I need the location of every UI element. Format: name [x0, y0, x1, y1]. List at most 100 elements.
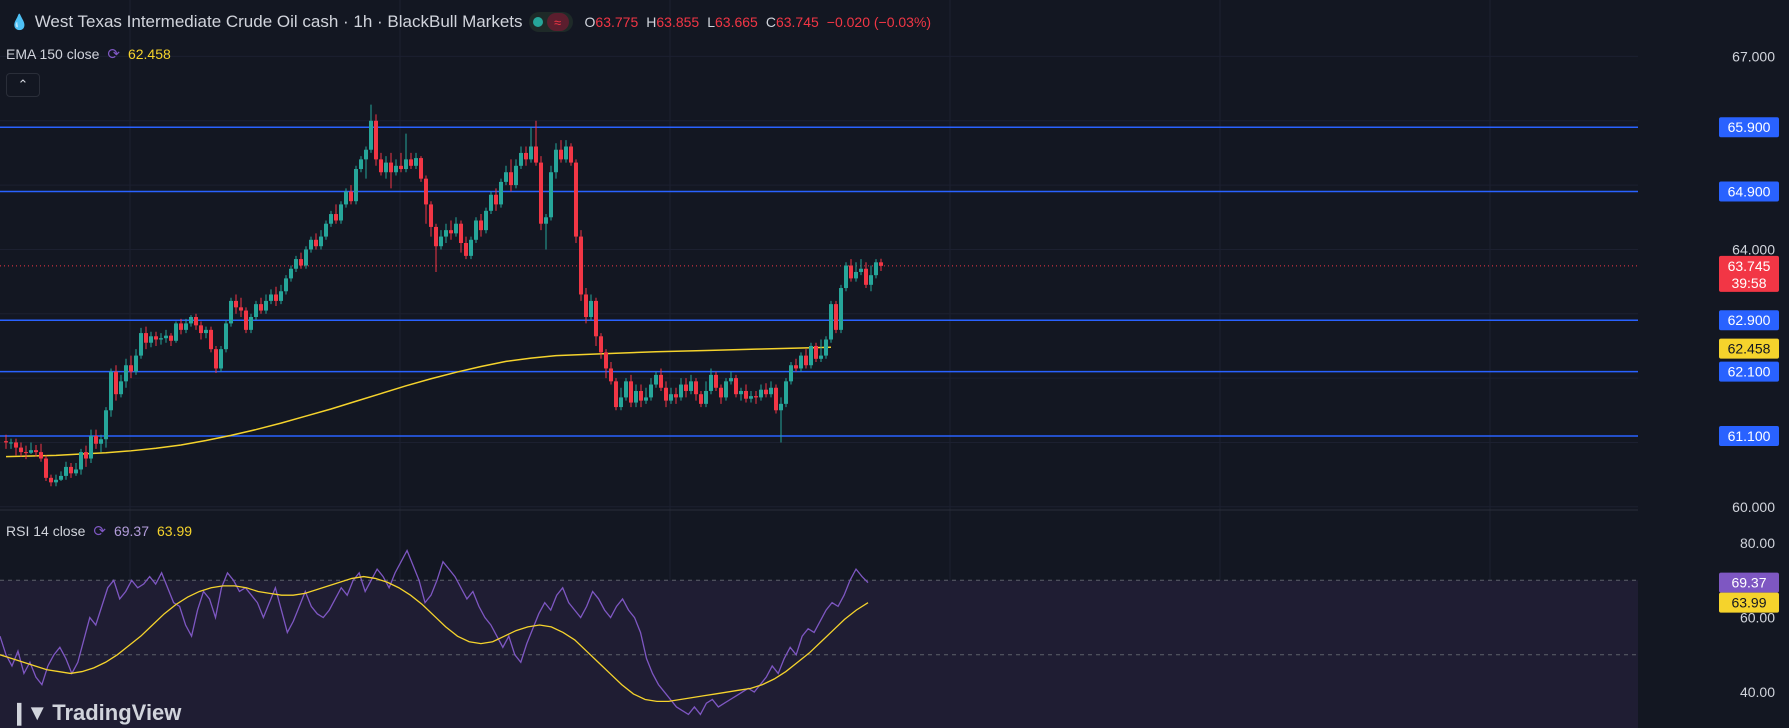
candle-body [329, 214, 333, 224]
candle-body [384, 162, 388, 173]
candle-body [614, 381, 618, 408]
tradingview-logo[interactable]: ❙▼ TradingView [10, 700, 181, 726]
candle-body [59, 475, 63, 480]
level-tag: 65.900 [1719, 117, 1779, 138]
candle-body [429, 204, 433, 227]
market-status-pill[interactable]: ≈ [528, 12, 573, 32]
ema-legend[interactable]: EMA 150 close ⟳ 62.458 [6, 45, 171, 63]
symbol-title[interactable]: West Texas Intermediate Crude Oil cash ·… [34, 12, 523, 31]
candle-body [594, 300, 598, 337]
candle-body [409, 159, 413, 166]
candle-body [714, 374, 718, 388]
candle-body [304, 249, 308, 266]
candle-body [139, 333, 143, 356]
candle-body [214, 349, 218, 369]
candle-body [149, 336, 153, 343]
candle-body [389, 162, 393, 173]
wave-icon: ≈ [546, 13, 569, 31]
candle-body [829, 304, 833, 340]
candle-body [539, 162, 543, 224]
candle-body [89, 436, 93, 459]
market-open-icon [532, 17, 543, 27]
candle-body [604, 352, 608, 369]
ohlc-values: O63.775 H63.855 L63.665 C63.745 −0.020 (… [585, 14, 932, 30]
candle-body [489, 194, 493, 211]
candle-body [394, 165, 398, 173]
candle-body [119, 381, 123, 395]
candle-body [54, 479, 58, 483]
candle-body [804, 355, 808, 366]
refresh-icon[interactable]: ⟳ [107, 46, 120, 63]
candle-body [569, 146, 573, 163]
ohlc-close: C63.745 [765, 14, 819, 30]
candle-body [659, 374, 663, 388]
candle-body [449, 230, 453, 234]
level-tag-bg [1719, 361, 1779, 382]
candle-body [169, 335, 173, 341]
candle-body [274, 294, 278, 301]
candle-body [774, 387, 778, 411]
droplet-icon: 💧 [10, 14, 29, 31]
candle-body [639, 390, 643, 401]
candle-body [689, 381, 693, 391]
candle-body [834, 304, 838, 330]
ohlc-change: −0.020 (−0.03%) [826, 14, 932, 30]
candle-body [254, 304, 258, 317]
candle-body [309, 239, 313, 250]
candle-body [244, 310, 248, 330]
candle-body [9, 442, 13, 444]
candle-body [864, 268, 868, 285]
candle-body [114, 371, 118, 395]
candle-body [249, 316, 253, 330]
candle-body [94, 436, 98, 444]
candle-body [104, 410, 108, 440]
candle-body [509, 172, 513, 186]
candle-body [179, 323, 183, 330]
rsi-legend[interactable]: RSI 14 close ⟳ 69.37 63.99 [6, 522, 192, 540]
rsi-band [0, 579, 1638, 728]
rsi-line [0, 548, 869, 716]
rsi-tick: 60.00 [1740, 610, 1775, 626]
candle-body [319, 236, 323, 247]
candle-body [424, 178, 428, 205]
candle-body [454, 223, 458, 234]
candle-body [794, 365, 798, 369]
candle-body [239, 307, 243, 311]
candle-body [199, 325, 203, 334]
rsi-tag: 69.37 [1719, 572, 1779, 593]
candle-body [459, 223, 463, 244]
candle-body [344, 191, 348, 205]
level-tag: 61.100 [1719, 426, 1779, 447]
candle-body [444, 230, 448, 237]
level-tag-text: 62.100 [1728, 364, 1771, 380]
candle-body [754, 396, 758, 398]
candle-body [364, 149, 368, 160]
candle-body [194, 316, 198, 326]
candle-body [684, 384, 688, 391]
candle-body [674, 394, 678, 398]
rsi-tick: 80.00 [1740, 535, 1775, 551]
rsi-value: 69.37 [113, 523, 149, 539]
tv-logo-icon: ❙▼ [10, 700, 48, 725]
candle-body [144, 333, 148, 343]
ohlc-open: O63.775 [584, 14, 639, 30]
level-tag-bg [1719, 426, 1779, 447]
candle-body [99, 439, 103, 444]
chart-header: 💧 West Texas Intermediate Crude Oil cash… [10, 11, 931, 33]
candle-body [49, 477, 53, 483]
refresh-icon[interactable]: ⟳ [93, 523, 106, 540]
candle-body [744, 390, 748, 399]
ema-150-line [5, 346, 832, 458]
candle-body [699, 394, 703, 404]
ema-label: EMA 150 close [6, 46, 100, 62]
candle-body [339, 204, 343, 221]
level-tag-bg [1719, 181, 1779, 202]
candle-body [439, 236, 443, 247]
candle-body [294, 259, 298, 269]
rsi-ma-tag-text: 63.99 [1731, 595, 1766, 611]
candle-body [469, 239, 473, 256]
candle-body [644, 397, 648, 401]
collapse-legend-button[interactable]: ⌃ [6, 73, 40, 97]
candle-body [709, 374, 713, 391]
